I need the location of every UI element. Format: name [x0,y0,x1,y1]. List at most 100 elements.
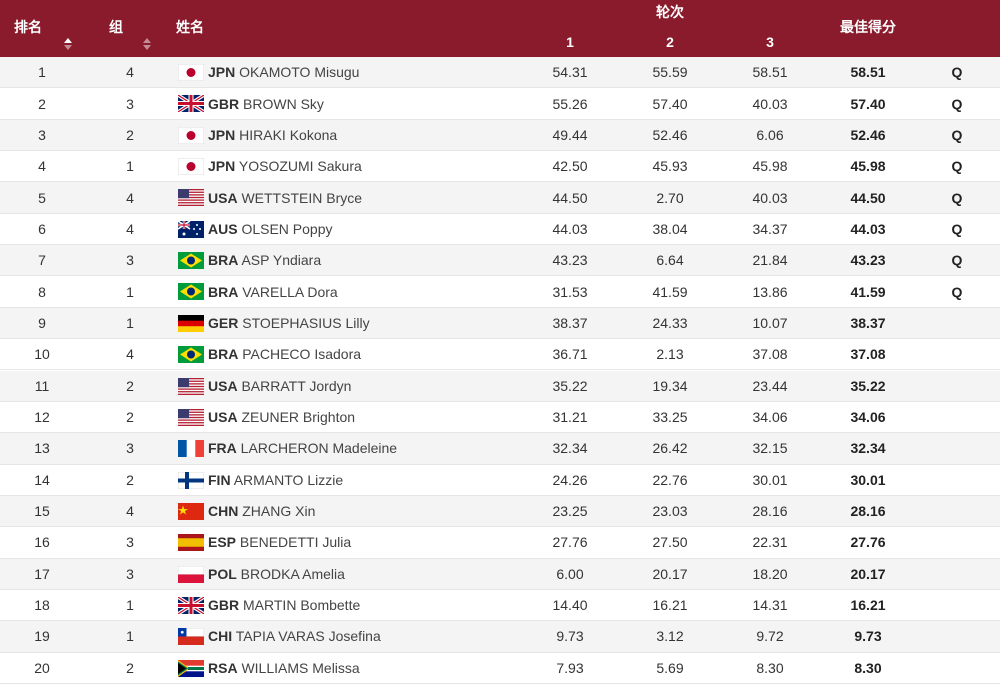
best-score: 27.76 [850,534,886,551]
country-code: CHI [208,628,233,645]
group: 1 [126,628,134,645]
result-row: 11 2 USA BARRATT Jordyn 35.22 19.34 23.44 35.2… [0,370,1000,402]
athlete: CHN ZHANG Xin [208,503,315,519]
round-score: 34.37 [752,220,788,237]
group: 1 [126,314,134,331]
best-score: 43.23 [850,252,886,269]
group-header[interactable]: 组 [109,19,123,35]
athlete-name: OLSEN Poppy [241,220,333,237]
country-code: GBR [208,597,240,614]
round-score: 31.21 [552,409,588,426]
athlete-name: WILLIAMS Melissa [241,659,360,676]
athlete: BRA VARELLA Dora [208,284,338,300]
sort-icon[interactable] [142,37,152,51]
group: 1 [126,283,134,300]
best-score: 44.03 [850,220,886,237]
athlete-name: ZHANG Xin [242,503,316,520]
athlete: JPN OKAMOTO Misugu [208,64,359,80]
round-score: 21.84 [752,252,788,269]
country-code: ESP [208,534,237,551]
qualified-mark: Q [951,95,963,112]
rank: 3 [38,126,46,143]
round-score: 38.04 [652,220,688,237]
table-header: 排名 组 姓名 轮次 1 2 3 最佳得分 [0,0,1000,57]
flag-icon [178,628,204,646]
country-code: FIN [208,471,231,488]
round-score: 27.50 [652,534,688,551]
country-code: BRA [208,346,239,363]
round-score: 55.26 [552,95,588,112]
athlete-name: PACHECO Isadora [242,346,362,363]
athlete: USA WETTSTEIN Bryce [208,190,362,206]
result-row: 14 2 FIN ARMANTO Lizzie 24.26 22.76 30.01 30.0… [0,465,1000,496]
flag-icon [178,189,204,207]
result-row: 5 4 USA WETTSTEIN Bryce 44.50 2.70 40.03 44.50… [0,182,1000,214]
result-row: 17 3 POL BRODKA Amelia 6.00 20.17 18.20 20.17 [0,558,1000,590]
best-score: 28.16 [850,503,886,520]
best-score: 38.37 [850,314,886,331]
athlete-name: BROWN Sky [243,95,324,112]
best-score: 35.22 [850,377,886,394]
country-code: JPN [208,126,236,143]
athlete-name: WETTSTEIN Bryce [241,189,363,206]
round-header: 1 [566,34,574,50]
result-row: 16 3 ESP BENEDETTI Julia 27.76 27.50 22.31 27.… [0,527,1000,559]
name-header: 姓名 [176,19,204,35]
group: 2 [126,471,134,488]
sort-icon[interactable] [63,37,73,51]
athlete: AUS OLSEN Poppy [208,221,333,237]
round-header: 3 [766,34,774,50]
rank: 19 [34,628,50,645]
athlete: JPN YOSOZUMI Sakura [208,158,362,174]
athlete-name: LARCHERON Madeleine [240,440,398,457]
rank: 14 [34,471,50,488]
flag-icon [178,471,204,489]
result-row: 10 4 BRA PACHECO Isadora 36.71 2.13 37.08 37.0… [0,339,1000,371]
round-score: 9.72 [756,628,784,645]
rank-header[interactable]: 排名 [14,19,42,35]
round-score: 58.51 [752,64,788,81]
flag-icon [178,95,204,113]
athlete: FIN ARMANTO Lizzie [208,472,343,488]
rank: 13 [34,440,50,457]
round-score: 14.31 [752,597,788,614]
athlete-name: VARELLA Dora [242,283,338,300]
country-code: USA [208,377,238,394]
flag-icon [178,596,204,614]
round-score: 41.59 [652,283,688,300]
round-score: 44.03 [552,220,588,237]
country-code: AUS [208,220,238,237]
result-row: 9 1 GER STOEPHASIUS Lilly 38.37 24.33 10.07 38… [0,307,1000,340]
group: 2 [126,409,134,426]
round-score: 6.06 [756,126,784,143]
rank: 12 [34,409,50,426]
result-row: 1 4 JPN OKAMOTO Misugu 54.31 55.59 58.51 58.51… [0,57,1000,89]
best-score: 8.30 [854,659,882,676]
round-score: 30.01 [752,471,788,488]
result-row: 4 1 JPN YOSOZUMI Sakura 42.50 45.93 45.98 45.9… [0,151,1000,183]
athlete-name: TAPIA VARAS Josefina [235,628,381,645]
round-score: 23.44 [752,377,788,394]
flag-icon [178,158,204,176]
athlete: BRA PACHECO Isadora [208,346,361,362]
flag-icon [178,440,204,458]
athlete-name: BARRATT Jordyn [241,377,352,394]
rank: 15 [34,503,50,520]
round-score: 45.93 [652,158,688,175]
round-score: 22.31 [752,534,788,551]
group: 2 [126,126,134,143]
round-score: 3.12 [656,628,684,645]
flag-icon [178,659,204,677]
best-score: 30.01 [850,471,886,488]
round-score: 8.30 [756,659,784,676]
group: 2 [126,377,134,394]
group: 3 [126,565,134,582]
rank: 17 [34,565,50,582]
result-row: 2 3 GBR BROWN Sky 55.26 57.40 40.03 57.40 Q [0,88,1000,120]
round-score: 23.03 [652,503,688,520]
flag-icon [178,252,204,270]
best-score: 34.06 [850,409,886,426]
athlete: FRA LARCHERON Madeleine [208,440,397,456]
athlete-name: HIRAKI Kokona [239,126,338,143]
flag-icon [178,502,204,520]
